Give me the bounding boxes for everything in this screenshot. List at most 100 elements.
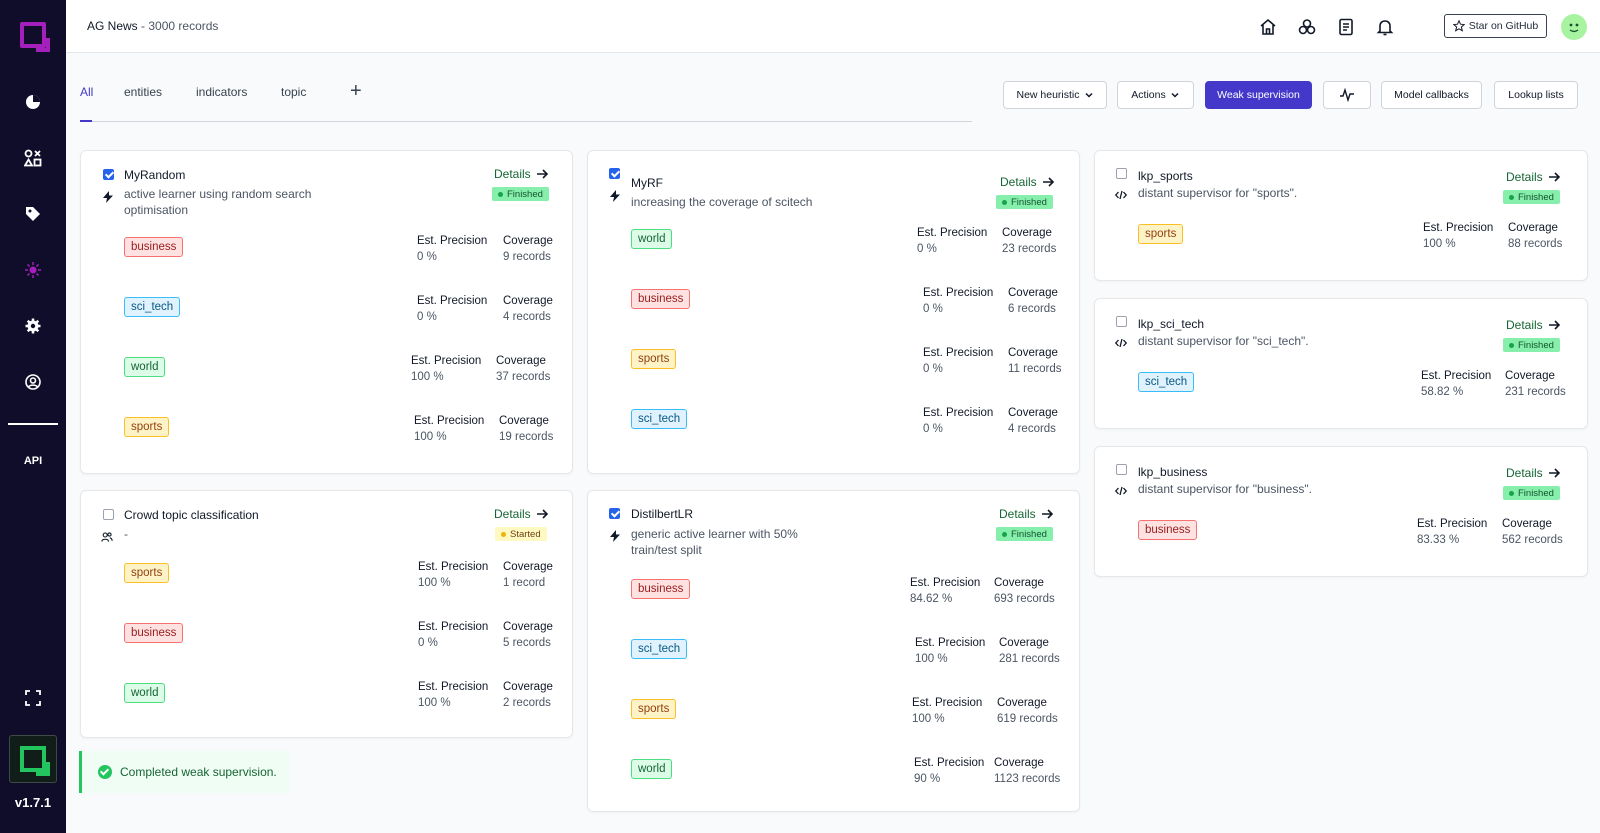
community-icon[interactable] [1296,16,1318,38]
coverage-label: Coverage [999,637,1049,649]
details-label: Details [999,507,1036,521]
coverage-metric: Coverage 619 records [997,695,1058,727]
precision-label: Est. Precision [915,637,986,649]
details-link[interactable]: Details [494,167,549,181]
coverage-metric: Coverage 693 records [994,575,1055,607]
arrow-right-icon [536,169,548,179]
tab-all[interactable]: All [80,85,94,99]
precision-label: Est. Precision [411,355,482,367]
details-label: Details [1506,466,1543,480]
overview-icon[interactable] [21,90,45,114]
lookup-lists-button[interactable]: Lookup lists [1494,81,1578,109]
home-icon[interactable] [1257,16,1279,38]
docs-icon[interactable] [1335,16,1357,38]
code-icon [1115,485,1127,497]
fullscreen-icon[interactable] [21,686,45,710]
label-icon[interactable] [21,202,45,226]
label-tag: sports [124,417,170,437]
precision-value: 0 % [923,423,943,435]
heuristic-title[interactable]: lkp_sci_tech [1138,317,1205,331]
coverage-metric: Coverage 2 records [503,679,553,711]
user-icon[interactable] [21,370,45,394]
heuristic-title[interactable]: lkp_business [1138,465,1208,479]
precision-label: Est. Precision [923,347,994,359]
heuristic-title[interactable]: lkp_sports [1138,169,1193,183]
new-heuristic-button[interactable]: New heuristic [1003,81,1107,109]
details-link[interactable]: Details [1506,170,1561,184]
add-tab-icon[interactable]: + [350,80,362,102]
precision-label: Est. Precision [910,577,981,589]
heuristic-card: lkp_sci_tech distant supervisor for "sci… [1094,298,1588,429]
tab-topic[interactable]: topic [281,85,307,99]
heuristic-description: active learner using random search optim… [124,187,312,217]
heuristic-title[interactable]: MyRandom [124,168,186,182]
top-bar: AG News - 3000 records Star on GitHub [66,0,1600,53]
heuristic-checkbox[interactable] [1116,168,1127,179]
app-logo[interactable] [20,22,50,52]
coverage-label: Coverage [503,235,553,247]
coverage-label: Coverage [1008,407,1058,419]
active-tab-indicator [80,120,92,122]
model-callbacks-button[interactable]: Model callbacks [1381,81,1482,109]
coverage-metric: Coverage 4 records [503,293,553,325]
actions-button[interactable]: Actions [1117,81,1194,109]
precision-value: 100 % [411,371,444,383]
code-icon [1115,189,1127,201]
weak-supervision-stats-button[interactable] [1323,81,1371,109]
shapes-icon[interactable] [21,146,45,170]
tab-indicators[interactable]: indicators [196,85,248,99]
heuristic-checkbox[interactable] [609,168,620,179]
heuristic-description: - [124,527,128,541]
star-on-github-button[interactable]: Star on GitHub [1444,14,1547,38]
heuristics-icon[interactable] [21,258,45,282]
coverage-value: 693 records [994,593,1055,605]
coverage-metric: Coverage 37 records [496,353,550,385]
label-tag: business [124,237,184,257]
version-label: v1.7.1 [14,795,52,810]
details-link[interactable]: Details [494,507,549,521]
heuristic-checkbox[interactable] [103,169,114,180]
kern-logo[interactable] [9,735,57,783]
status-label: Finished [1518,339,1554,351]
heuristic-checkbox[interactable] [1116,316,1127,327]
coverage-value: 23 records [1002,243,1057,255]
arrow-right-icon [1042,177,1054,187]
sidebar: API v1.7.1 [0,0,66,833]
coverage-metric: Coverage 23 records [1002,225,1056,257]
precision-metric: Est. Precision 100 % [1423,220,1493,252]
status-label: Finished [1011,196,1047,208]
details-link[interactable]: Details [1506,466,1561,480]
settings-icon[interactable] [21,314,45,338]
weak-supervision-button[interactable]: Weak supervision [1205,81,1312,109]
heuristic-title[interactable]: DistilbertLR [631,507,694,521]
users-icon [101,531,113,543]
precision-value: 100 % [912,713,945,725]
details-link[interactable]: Details [1000,175,1055,189]
heuristic-title[interactable]: Crowd topic classification [124,508,259,522]
precision-metric: Est. Precision 84.62 % [910,575,980,607]
label-tag: business [631,579,691,599]
api-link[interactable]: API [23,455,43,467]
label-tag: sports [631,349,677,369]
heuristic-title[interactable]: MyRF [631,176,663,190]
success-toast: Completed weak supervision. [79,751,289,793]
precision-metric: Est. Precision 100 % [418,679,488,711]
heuristic-card: DistilbertLR generic active learner with… [587,490,1080,812]
details-link[interactable]: Details [999,507,1054,521]
coverage-label: Coverage [994,757,1044,769]
heuristic-checkbox[interactable] [1116,464,1127,475]
heuristic-card: MyRF increasing the coverage of scitech … [587,150,1080,474]
tab-entities[interactable]: entities [124,85,163,99]
heuristic-checkbox[interactable] [103,509,114,520]
precision-value: 84.62 % [910,593,953,605]
precision-value: 100 % [915,653,948,665]
heuristic-description: distant supervisor for "sci_tech". [1138,334,1309,348]
avatar[interactable] [1561,14,1587,40]
label-tag: business [1138,520,1198,540]
details-link[interactable]: Details [1506,318,1561,332]
bell-icon[interactable] [1374,16,1396,38]
coverage-metric: Coverage 231 records [1505,368,1566,400]
precision-value: 0 % [917,243,937,255]
coverage-metric: Coverage 1 record [503,559,553,591]
heuristic-checkbox[interactable] [609,508,620,519]
